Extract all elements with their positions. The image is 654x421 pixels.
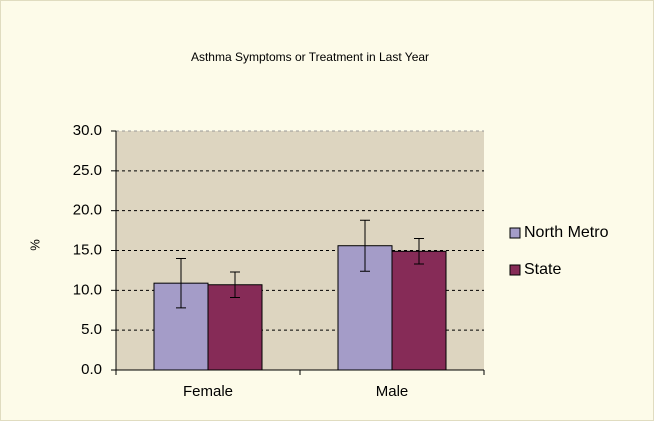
bar xyxy=(391,250,447,371)
bar xyxy=(207,284,263,371)
x-tick-label: Male xyxy=(376,383,409,400)
error-bar xyxy=(414,238,424,265)
y-tick-label: 5.0 xyxy=(81,321,102,338)
legend-swatch xyxy=(509,264,521,276)
y-tick-label: 10.0 xyxy=(73,281,102,298)
y-tick-label: 25.0 xyxy=(73,162,102,179)
y-tick-label: 0.0 xyxy=(81,361,102,378)
x-tick-label: Female xyxy=(183,383,233,400)
y-tick-label: 15.0 xyxy=(73,241,102,258)
y-tick-label: 30.0 xyxy=(73,122,102,139)
legend-label: North Metro xyxy=(524,224,609,241)
legend-swatch xyxy=(509,227,521,239)
legend-label: State xyxy=(524,261,561,278)
chart-title: Asthma Symptoms or Treatment in Last Yea… xyxy=(191,50,429,64)
error-bar xyxy=(176,257,186,309)
error-bar xyxy=(230,271,240,299)
y-tick-label: 20.0 xyxy=(73,202,102,219)
error-bar xyxy=(360,219,370,272)
y-axis-label: % xyxy=(27,239,42,251)
